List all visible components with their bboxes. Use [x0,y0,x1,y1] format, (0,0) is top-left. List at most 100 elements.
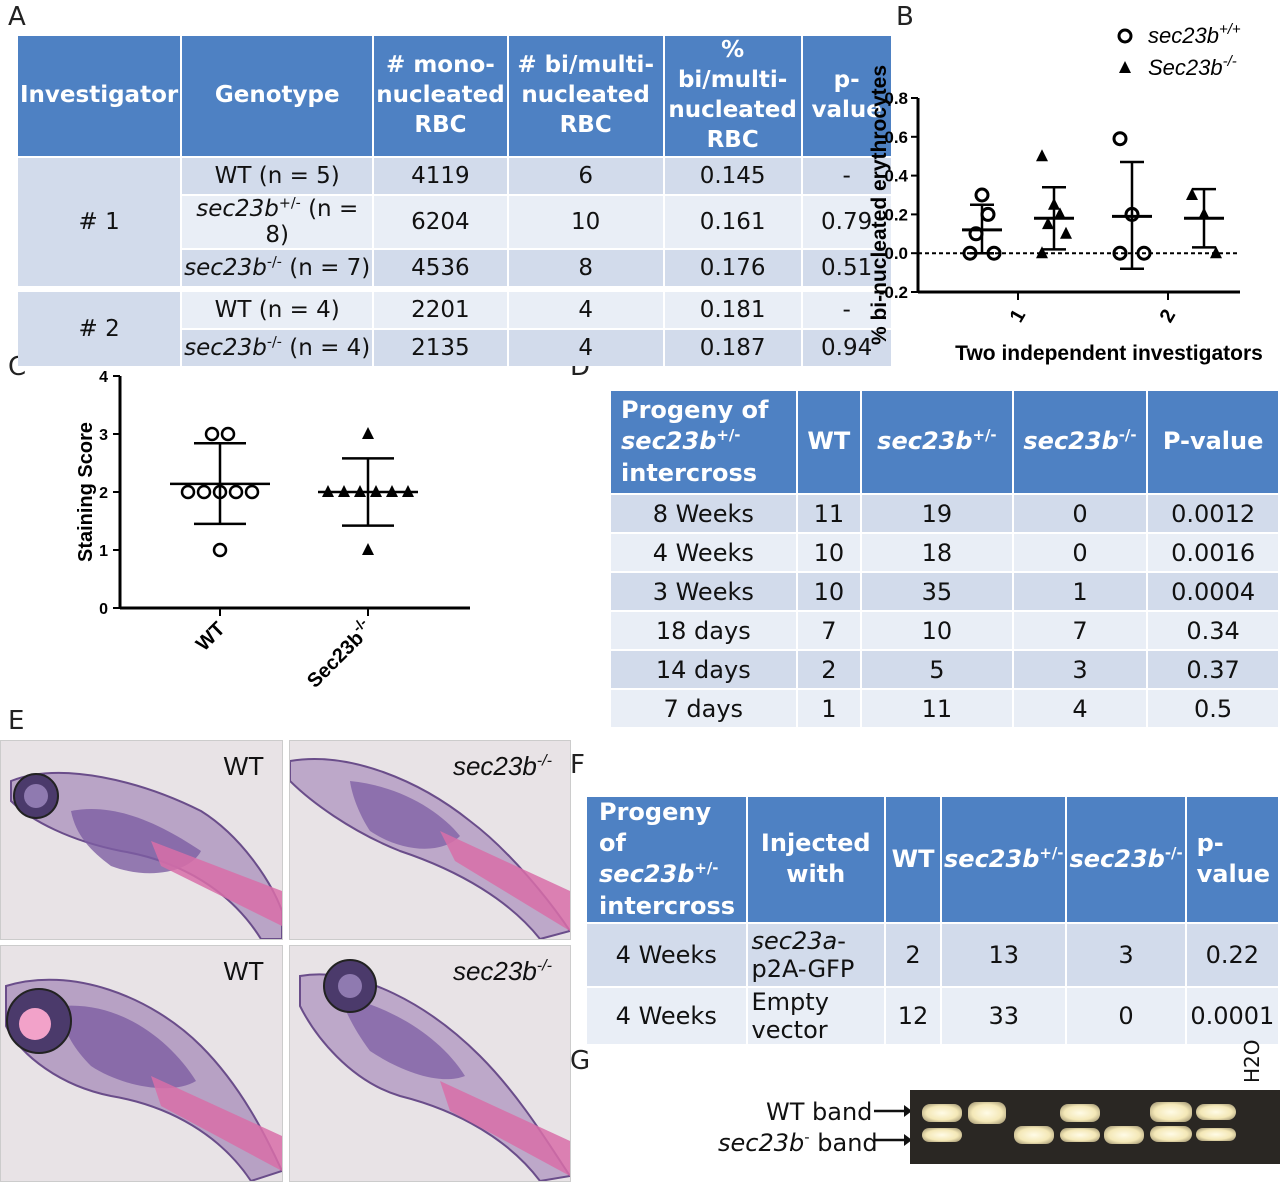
ko-cell: 3 [1067,923,1185,986]
legend-label: Sec23b-/- [1148,53,1237,80]
p-cell: 0.22 [1186,923,1278,986]
genotype-sup: -/- [266,253,282,270]
col-header-progeny: Progeny of sec23b+/- intercross [611,391,796,493]
data-point [244,484,260,500]
bi-cell: 4 [508,329,663,366]
ko-base: sec23b [1023,427,1119,456]
bi-cell: 8 [508,249,663,286]
col-header-ko: sec23b-/- [1013,391,1147,493]
gel-band [1150,1126,1192,1142]
y-tick-label: 3 [99,427,108,444]
p-cell: 0.51 [802,249,891,286]
het-cell: 5 [862,651,1012,688]
pct-cell: 0.181 [664,291,801,328]
pct-cell: 0.176 [664,249,801,286]
col-header-injected: Injected with [747,797,885,922]
chart-c: 0 1 2 3 4 Staining Score WT Sec23b-/- [75,369,470,692]
wt-cell: 1 [797,690,861,727]
table-row: 4 Weeks 10 18 0 0.0016 [611,534,1278,571]
data-point [1186,188,1198,200]
data-point [1054,207,1066,220]
histology-label: sec23b-/- [453,956,552,987]
wt-band-text: WT band [766,1098,873,1126]
mut-band-sup: - [804,1128,810,1146]
progeny-cross: intercross [599,891,736,920]
wt-band-label: WT band [766,1098,872,1126]
pct-cell: 0.187 [664,329,801,366]
het-cell: 35 [862,573,1012,610]
table-row: 4 Weeks sec23a-p2A-GFP 2 13 3 0.22 [587,923,1278,986]
data-point [362,543,374,555]
y-axis-title: Staining Score [75,422,97,562]
genotype-cell: sec23b-/- (n = 4) [182,329,373,366]
table-d: Progeny of sec23b+/- intercross WT sec23… [609,389,1280,729]
col-header-pct: % bi/multi-nucleated RBC [664,36,801,156]
genotype-base: WT [214,162,252,189]
gel-band [922,1104,962,1122]
p-cell: 0.79 [802,195,891,248]
gel-band [1060,1104,1100,1122]
ko-cell: 1 [1013,573,1147,610]
het-cell: 33 [942,987,1066,1044]
gel-band [1150,1102,1192,1122]
table-row: sec23b-/- (n = 4) 2135 4 0.187 0.94 [18,329,891,366]
data-point [1112,131,1128,147]
bi-cell: 10 [508,195,663,248]
col-header-pvalue: P-value [1148,391,1278,493]
age-cell: 3 Weeks [611,573,796,610]
data-point [196,484,212,500]
pct-cell: 0.161 [664,195,801,248]
progeny-cross: intercross [621,458,758,487]
het-cell: 11 [862,690,1012,727]
ko-cell: 7 [1013,612,1147,649]
bi-cell: 4 [508,291,663,328]
wt-cell: 10 [797,534,861,571]
legend-base: Sec23b [1148,55,1223,80]
data-point [1042,217,1054,230]
legend-sup: -/- [1223,53,1237,70]
ko-cell: 0 [1013,534,1147,571]
injected-rest: Empty vector [751,987,829,1044]
histology-label: WT [223,956,264,986]
genotype-cell: sec23b-/- (n = 7) [182,249,373,286]
p-line1: p- [1196,829,1224,858]
col-header-p: p-value [802,36,891,156]
col-header-wt: WT [797,391,861,493]
group-spacer [18,288,891,290]
ko-cell: 0 [1013,495,1147,532]
histology-label: WT [223,751,264,781]
genotype-n: (n = 4) [281,334,371,361]
category-base: Sec23b [303,627,368,692]
het-cell: 10 [862,612,1012,649]
y-tick-label: 1 [99,543,108,560]
label-base: sec23b [452,751,537,781]
het-base: sec23b [877,427,973,456]
mono-cell: 4536 [374,249,507,286]
legend-label: sec23b+/+ [1148,21,1241,48]
mono-cell: 2135 [374,329,507,366]
panel-label-g: G [570,1046,591,1076]
mono-cell: 6204 [374,195,507,248]
genotype-cell: sec23b+/- (n = 8) [182,195,373,248]
data-point [180,484,196,500]
wt-cell: 2 [797,651,861,688]
label-sup: -/- [536,751,552,770]
y-tick-label: 4 [99,369,108,386]
age-cell: 14 days [611,651,796,688]
histology-label: sec23b-/- [453,751,552,782]
col-header-het: sec23b+/- [862,391,1012,493]
panel-label-f: F [570,750,585,780]
data-point [228,484,244,500]
table-row: 3 Weeks 10 35 1 0.0004 [611,573,1278,610]
data-point [1210,246,1222,259]
p-line2: value [1196,860,1271,889]
table-row: sec23b-/- (n = 7) 4536 8 0.176 0.51 [18,249,891,286]
panel-label-a: A [8,2,26,32]
col-header-mono: # mono-nucleated RBC [374,36,507,156]
age-cell: 4 Weeks [587,923,746,986]
y-tick-label: -0.2 [879,283,908,302]
band-arrows [874,1105,912,1146]
y-tick-label: 0.8 [884,89,908,108]
gel-band [1196,1128,1236,1141]
y-tick-label: 0.2 [884,205,908,224]
